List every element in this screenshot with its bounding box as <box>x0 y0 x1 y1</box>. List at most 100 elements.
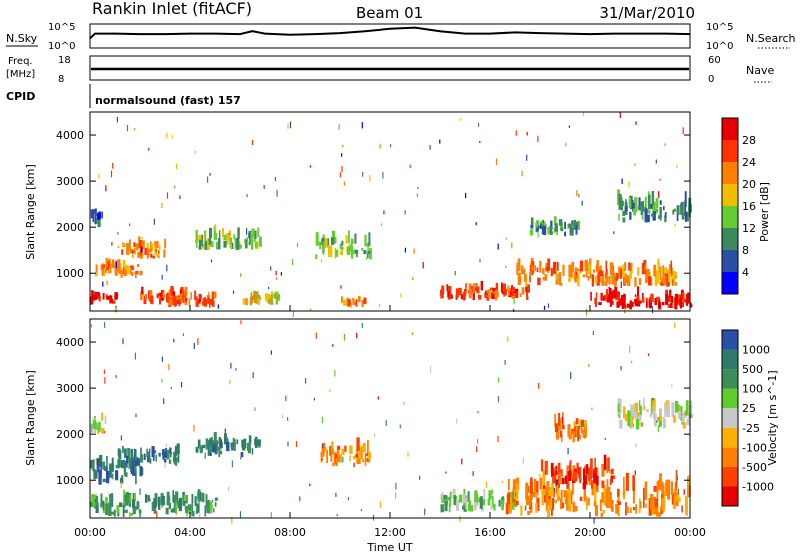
colorbar-swatch <box>722 140 738 162</box>
noise-left-label: N.Sky <box>6 32 38 45</box>
station-title: Rankin Inlet (fitACF) <box>92 0 252 18</box>
xtick-label: 20:00 <box>574 526 606 539</box>
ytick-label: 1000 <box>56 474 84 487</box>
ytick-label: 2000 <box>56 221 84 234</box>
noise-series-line <box>89 26 691 40</box>
power-data-patch-10 <box>440 280 530 301</box>
colorbar-tick-label: 4 <box>742 266 749 279</box>
colorbar-swatch <box>722 408 738 428</box>
vel-data-patch-3 <box>90 412 107 435</box>
colorbar-swatch <box>722 466 738 487</box>
velocity-yaxis: 1000 2000 3000 4000 <box>56 336 690 487</box>
xtick-label: 04:00 <box>174 526 206 539</box>
ytick-label: 3000 <box>56 175 84 188</box>
vel-data-patch-2 <box>90 489 218 517</box>
colorbar-tick-label: -100 <box>742 441 767 454</box>
power-data-patch-12 <box>590 286 693 310</box>
ytick-label: 4000 <box>56 336 84 349</box>
cpid-text: normalsound (fast) 157 <box>95 94 241 107</box>
freq-right-tick-bottom: 0 <box>708 74 714 85</box>
power-data-patch-9 <box>340 295 367 308</box>
freq-left-label-2: [MHz] <box>6 69 35 80</box>
colorbar-swatch <box>722 206 738 228</box>
colorbar-tick-label: 1000 <box>742 344 770 357</box>
xtick-label: 16:00 <box>474 526 506 539</box>
velocity-colorbar: -1000 -500 -100 -25 25 100 500 1000 <box>721 329 774 507</box>
freq-panel-frame <box>89 55 691 81</box>
noise-left-tick-top: 10^5 <box>48 22 75 33</box>
colorbar-frame <box>721 117 739 295</box>
xtick-label: 00:00 <box>674 526 706 539</box>
velocity-panel-frame <box>89 318 691 519</box>
noise-right-tick-bottom: 10^0 <box>706 41 733 52</box>
colorbar-swatch <box>722 184 738 206</box>
ytick-label: 2000 <box>56 428 84 441</box>
vel-data-patch-7 <box>505 470 691 517</box>
time-axis: 00:00 04:00 08:00 12:00 16:00 20:00 00:00 <box>74 305 706 539</box>
colorbar-tick-label: -500 <box>742 461 767 474</box>
vel-data-patch-1 <box>117 443 180 467</box>
colorbar-swatch <box>722 369 738 389</box>
colorbar-tick-label: 8 <box>742 244 749 257</box>
power-data-patch-4 <box>166 290 217 308</box>
colorbar-tick-label: 20 <box>742 178 756 191</box>
vel-data-patch-8 <box>540 454 616 490</box>
date-title: 31/Mar/2010 <box>599 4 695 22</box>
colorbar-swatch <box>722 447 738 467</box>
velocity-colorbar-label: Velocity [m s^-1] <box>766 370 779 465</box>
colorbar-swatch <box>722 228 738 250</box>
colorbar-swatch <box>722 250 738 272</box>
vel-data-speckles <box>90 320 686 524</box>
colorbar-swatch <box>722 427 738 448</box>
colorbar-tick-label: 24 <box>742 156 756 169</box>
colorbar-swatch <box>722 118 738 140</box>
velocity-ylabel: Slant Range [km] <box>24 370 37 466</box>
power-data-patch-14 <box>617 189 692 223</box>
ytick-label: 3000 <box>56 382 84 395</box>
power-yaxis: 1000 2000 3000 4000 <box>56 129 690 280</box>
nave-label: Nave <box>746 64 774 77</box>
colorbar-swatch <box>722 486 738 506</box>
power-data-patch-2 <box>121 236 167 260</box>
freq-left-label-1: Freq. <box>8 56 33 67</box>
power-data-patch-13 <box>529 216 580 237</box>
power-data-patch-0 <box>94 257 143 278</box>
beam-title: Beam 01 <box>356 4 423 22</box>
xtick-label: 08:00 <box>274 526 306 539</box>
colorbar-tick-label: 100 <box>742 383 763 396</box>
power-colorbar: 4 8 12 16 20 24 28 <box>721 117 756 295</box>
colorbar-tick-label: 12 <box>742 222 756 235</box>
colorbar-tick-label: 16 <box>742 200 756 213</box>
colorbar-frame <box>721 329 739 507</box>
power-colorbar-label: Power [dB] <box>758 182 771 242</box>
freq-left-tick-bottom: 8 <box>58 74 64 85</box>
velocity-heatmap <box>90 320 693 524</box>
power-ylabel: Slant Range [km] <box>24 164 37 260</box>
vel-data-patch-9 <box>554 412 587 443</box>
ytick-label: 1000 <box>56 267 84 280</box>
colorbar-swatch <box>722 388 738 409</box>
xtick-label: 12:00 <box>374 526 406 539</box>
power-heatmap <box>90 112 693 317</box>
power-data-patch-7 <box>242 290 281 306</box>
power-data-patch-8 <box>315 230 372 260</box>
ytick-label: 4000 <box>56 129 84 142</box>
colorbar-tick-label: 25 <box>742 402 756 415</box>
colorbar-swatch <box>722 272 738 294</box>
colorbar-tick-label: 500 <box>742 363 763 376</box>
colorbar-tick-label: -1000 <box>742 480 774 493</box>
colorbar-swatch <box>722 162 738 184</box>
noise-right-label: N.Search <box>746 32 796 45</box>
vel-data-patch-4 <box>195 431 261 458</box>
power-data-patch-1 <box>90 290 119 305</box>
power-data-patch-11 <box>516 257 678 287</box>
colorbar-swatch <box>722 330 738 350</box>
cpid-label: CPID <box>6 90 35 103</box>
noise-left-tick-bottom: 10^0 <box>48 41 75 52</box>
freq-left-tick-top: 18 <box>58 55 71 66</box>
vel-data-patch-10 <box>617 397 693 430</box>
power-data-patch-5 <box>90 208 103 228</box>
noise-right-tick-top: 10^5 <box>706 22 733 33</box>
colorbar-tick-label: -25 <box>742 422 760 435</box>
